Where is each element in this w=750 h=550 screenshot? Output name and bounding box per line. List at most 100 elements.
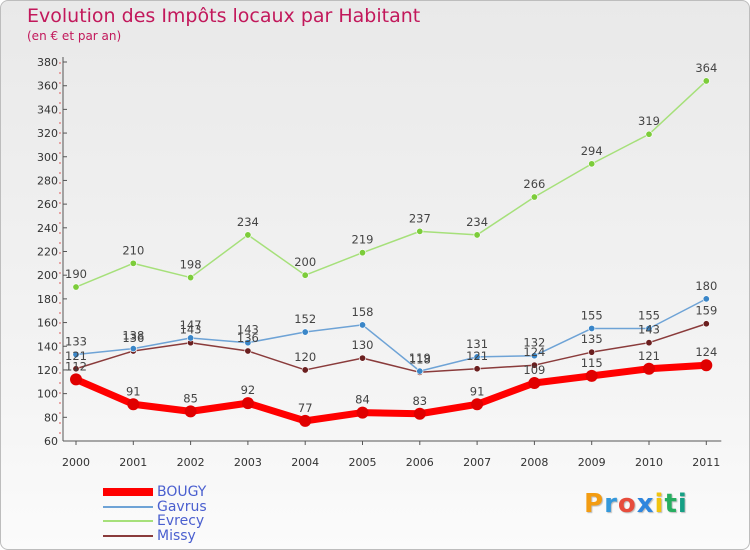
legend-label: Missy (157, 527, 196, 544)
x-tick-label: 2005 (349, 456, 377, 469)
data-label-evrecy: 364 (695, 61, 717, 75)
data-label-gavrus: 132 (523, 336, 545, 350)
y-tick-label: 160 (37, 317, 58, 330)
data-label-evrecy: 198 (180, 258, 202, 272)
data-label-gavrus: 131 (466, 337, 488, 351)
data-point-evrecy (473, 231, 481, 239)
data-label-gavrus: 119 (409, 351, 431, 365)
data-point-missy (301, 366, 309, 374)
data-point-evrecy (358, 249, 366, 257)
data-label-bougy: 84 (355, 393, 370, 407)
data-label-bougy: 109 (523, 363, 545, 377)
data-point-missy (702, 320, 710, 328)
data-point-bougy (413, 407, 426, 420)
data-point-evrecy (645, 130, 653, 138)
data-point-bougy (700, 359, 713, 372)
x-tick-label: 2011 (692, 456, 720, 469)
data-point-bougy (299, 414, 312, 427)
x-tick-label: 2002 (177, 456, 205, 469)
y-tick-label: 340 (37, 103, 58, 116)
data-label-gavrus: 133 (65, 335, 87, 349)
y-tick-label: 280 (37, 174, 58, 187)
data-point-gavrus (530, 352, 538, 360)
y-tick-label: 60 (44, 435, 58, 448)
legend-swatch (103, 488, 153, 496)
y-tick-label: 200 (37, 269, 58, 282)
data-label-missy: 136 (122, 331, 144, 345)
logo-letter: r (604, 489, 618, 519)
y-tick-label: 100 (37, 388, 58, 401)
data-label-gavrus: 152 (294, 312, 316, 326)
data-label-gavrus: 180 (695, 279, 717, 293)
data-point-evrecy (530, 193, 538, 201)
y-tick-label: 80 (44, 411, 58, 424)
legend-label: BOUGY (157, 484, 207, 500)
data-label-evrecy: 237 (409, 211, 431, 225)
data-label-bougy: 91 (126, 384, 141, 398)
logo-letter: P (584, 489, 605, 519)
data-point-missy (72, 365, 80, 373)
legend-swatch (103, 520, 153, 522)
data-label-bougy: 91 (470, 384, 485, 398)
logo-letter: o (617, 489, 637, 519)
proxiti-logo: Proxiti (584, 489, 688, 519)
data-point-gavrus (187, 334, 195, 342)
logo-letter: t (664, 489, 678, 519)
series-line-bougy (72, 361, 710, 425)
data-label-missy: 120 (294, 350, 316, 364)
y-tick-label: 240 (37, 222, 58, 235)
data-label-evrecy: 266 (523, 177, 545, 191)
legend-swatch (103, 534, 153, 537)
data-label-evrecy: 219 (352, 233, 374, 247)
x-tick-label: 2007 (463, 456, 491, 469)
data-label-missy: 143 (180, 323, 202, 337)
y-tick-label: 380 (37, 56, 58, 69)
data-point-gavrus (358, 321, 366, 329)
y-tick-label: 360 (37, 80, 58, 93)
data-label-missy: 143 (638, 323, 660, 337)
y-tick-label: 300 (37, 151, 58, 164)
data-label-bougy: 121 (638, 349, 660, 363)
data-point-evrecy (702, 77, 710, 85)
data-label-bougy: 112 (65, 359, 87, 373)
y-tick-label: 320 (37, 127, 58, 140)
data-label-gavrus: 158 (352, 305, 374, 319)
series-line-evrecy (75, 80, 708, 288)
data-label-missy: 118 (409, 352, 431, 366)
data-label-missy: 130 (352, 338, 374, 352)
y-tick-label: 120 (37, 364, 58, 377)
data-label-bougy: 85 (183, 391, 198, 405)
data-point-missy (244, 347, 252, 355)
data-point-bougy (356, 406, 369, 419)
data-label-bougy: 92 (241, 383, 256, 397)
x-tick-label: 2001 (119, 456, 147, 469)
data-point-gavrus (702, 295, 710, 303)
x-tick-label: 2009 (578, 456, 606, 469)
data-point-evrecy (588, 160, 596, 168)
y-tick-label: 260 (37, 198, 58, 211)
x-tick-label: 2000 (62, 456, 90, 469)
data-point-bougy (528, 376, 541, 389)
data-label-evrecy: 319 (638, 114, 660, 128)
data-point-evrecy (416, 227, 424, 235)
legend-swatch (103, 505, 153, 508)
data-point-missy (530, 361, 538, 369)
data-label-evrecy: 234 (466, 215, 488, 229)
data-label-missy: 121 (65, 349, 87, 363)
data-label-gavrus: 143 (237, 323, 259, 337)
data-point-gavrus (72, 351, 80, 359)
y-tick-label: 140 (37, 340, 58, 353)
data-label-bougy: 124 (695, 345, 717, 359)
data-point-evrecy (301, 271, 309, 279)
data-point-gavrus (588, 324, 596, 332)
data-point-gavrus (129, 345, 137, 353)
x-tick-label: 2008 (520, 456, 548, 469)
y-tick-label: 180 (37, 293, 58, 306)
data-label-missy: 159 (695, 304, 717, 318)
chart-subtitle: (en € et par an) (27, 29, 122, 43)
series-line-gavrus (75, 298, 708, 372)
y-tick-label: 220 (37, 246, 58, 259)
data-point-bougy (184, 405, 197, 418)
